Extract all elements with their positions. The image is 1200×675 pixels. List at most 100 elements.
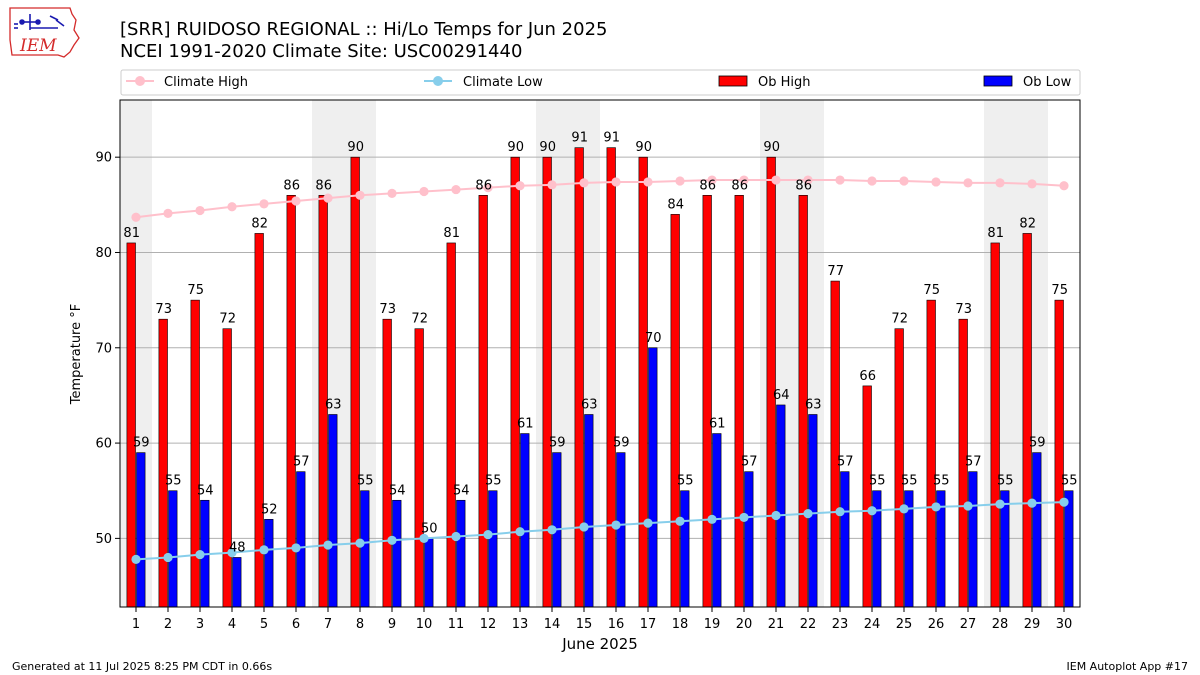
- ob-high-value-label: 72: [411, 312, 428, 327]
- ob-high-value-label: 81: [443, 226, 460, 241]
- weekend-band: [984, 100, 1016, 607]
- ob-low-bar: [616, 452, 626, 608]
- weekend-band: [120, 100, 152, 607]
- ob-low-value-label: 48: [229, 540, 246, 555]
- ob-high-bar: [894, 328, 904, 608]
- ob-high-bar: [414, 328, 424, 608]
- legend-item-climate-low: Climate Low: [424, 75, 543, 90]
- x-tick-label: 24: [864, 617, 881, 632]
- ob-low-bar: [360, 490, 370, 608]
- ob-high-value-label: 86: [699, 178, 716, 193]
- logo-text: IEM: [19, 36, 57, 56]
- ob-low-value-label: 52: [261, 502, 278, 517]
- x-tick-label: 25: [896, 617, 913, 632]
- ob-low-value-label: 55: [933, 474, 950, 489]
- climate-high-point: [227, 202, 237, 212]
- ob-low-value-label: 59: [613, 436, 630, 451]
- climate-high-point: [611, 177, 621, 187]
- climate-high-point: [931, 177, 941, 187]
- y-tick-label: 90: [95, 151, 112, 166]
- grid-lines: [120, 156, 1080, 539]
- ob-low-bar: [584, 414, 594, 608]
- ob-low-bar: [232, 557, 242, 608]
- x-tick-label: 21: [768, 617, 785, 632]
- legend-label-climate-low: Climate Low: [463, 75, 543, 90]
- ob-low-bar: [296, 471, 306, 608]
- ob-high-bar: [126, 242, 136, 608]
- ob-high-value-label: 90: [507, 140, 524, 155]
- x-tick-label: 3: [196, 617, 204, 632]
- x-tick-label: 17: [640, 617, 657, 632]
- climate-high-point: [547, 180, 557, 190]
- climate-high-point: [643, 177, 653, 187]
- climate-low-point: [995, 499, 1005, 509]
- ob-high-value-label: 86: [731, 178, 748, 193]
- ob-high-bar: [158, 318, 168, 608]
- weekend-band: [1016, 100, 1048, 607]
- ob-high-bar: [862, 385, 872, 608]
- ob-high-bar: [702, 195, 712, 608]
- ob-low-value-label: 59: [133, 436, 150, 451]
- climate-low-point: [227, 548, 237, 558]
- ob-low-value-label: 55: [1061, 474, 1078, 489]
- x-tick-label: 14: [544, 617, 561, 632]
- ob-low-bar: [648, 347, 658, 608]
- ob-low-bar: [168, 490, 178, 608]
- climate-low-point: [867, 506, 877, 516]
- climate-low-point: [547, 525, 557, 535]
- footer-app: IEM Autoplot App #17: [1067, 660, 1189, 673]
- ob-low-bar: [1032, 452, 1042, 608]
- ob-low-bar: [456, 499, 466, 608]
- climate-low-point: [483, 529, 493, 540]
- climate-high-point: [963, 178, 973, 188]
- climate-high-point: [163, 208, 173, 219]
- ob-low-bar: [968, 471, 978, 608]
- x-tick-label: 11: [448, 617, 465, 632]
- climate-high-point: [803, 175, 813, 185]
- ob-low-value-label: 55: [901, 474, 918, 489]
- ob-low-value-label: 54: [197, 483, 214, 498]
- climate-low-point: [515, 527, 525, 537]
- ob-high-bar: [190, 299, 200, 608]
- climate-low-point: [739, 512, 749, 523]
- climate-low-point: [643, 518, 653, 528]
- ob-low-value-label: 57: [837, 455, 854, 470]
- climate-high-point: [739, 175, 749, 185]
- climate-low-point: [579, 522, 589, 532]
- climate-low-point: [675, 516, 685, 526]
- x-tick-label: 6: [292, 617, 300, 632]
- climate-low-point: [131, 554, 141, 564]
- climate-high-point: [323, 193, 333, 203]
- ob-high-value-label: 75: [1051, 283, 1068, 298]
- x-tick-label: 2: [164, 617, 172, 632]
- climate-high-point: [995, 178, 1005, 188]
- x-tick-label: 10: [416, 617, 433, 632]
- ob-high-bar: [542, 156, 552, 608]
- ob-high-value-label: 72: [891, 312, 908, 327]
- x-tick-label: 13: [512, 617, 529, 632]
- climate-low-point: [899, 504, 909, 514]
- ob-high-bar: [510, 156, 520, 608]
- climate-low-point: [195, 549, 205, 560]
- ob-low-bar: [392, 499, 402, 608]
- climate-high-point: [419, 186, 429, 197]
- ob-low-bar: [680, 490, 690, 608]
- climate-high-point: [867, 176, 877, 186]
- ob-low-value-label: 59: [1029, 436, 1046, 451]
- x-tick-label: 26: [928, 617, 945, 632]
- footer-generated: Generated at 11 Jul 2025 8:25 PM CDT in …: [12, 660, 272, 673]
- x-tick-label: 16: [608, 617, 625, 632]
- legend-item-ob-high: Ob High: [718, 75, 811, 90]
- legend-box: [120, 69, 1081, 96]
- climate-high-point: [1027, 179, 1037, 189]
- climate-low-point: [611, 520, 621, 530]
- ob-high-value-label: 86: [283, 178, 300, 193]
- x-tick-label: 7: [324, 617, 332, 632]
- climate-low-point: [771, 510, 781, 521]
- ob-high-bar: [830, 280, 840, 608]
- legend-marker-climate-high: [135, 76, 145, 86]
- ob-high-value-label: 73: [379, 302, 396, 317]
- ob-high-value-label: 84: [667, 197, 684, 212]
- climate-low-point: [963, 501, 973, 511]
- weekend-band: [312, 100, 344, 607]
